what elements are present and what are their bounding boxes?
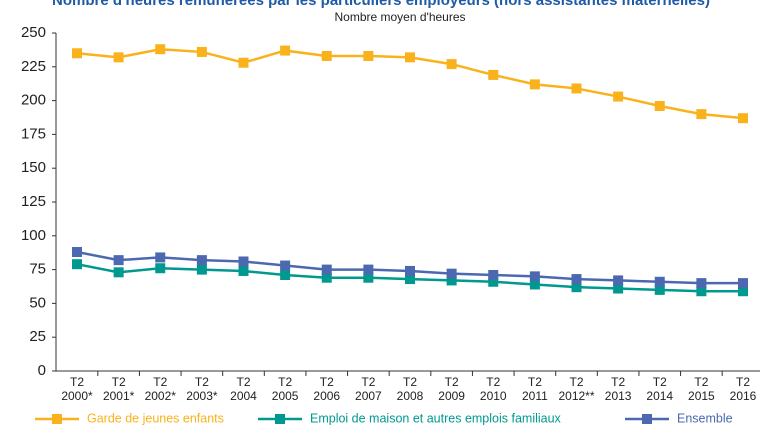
- chart-subtitle: Nombre moyen d'heures: [334, 10, 465, 24]
- point: [113, 52, 124, 63]
- x-tick-label: T2 2016: [730, 375, 757, 403]
- x-tick-label: T2 2013: [605, 375, 632, 403]
- legend-label: Ensemble: [677, 411, 733, 425]
- point: [196, 46, 207, 57]
- point: [196, 264, 207, 275]
- point: [529, 271, 540, 282]
- point: [405, 274, 415, 285]
- point: [696, 278, 707, 289]
- legend-marker: [275, 414, 285, 424]
- y-tick-label: 200: [21, 92, 46, 109]
- point: [613, 275, 624, 286]
- point: [696, 286, 707, 297]
- legend-label: Emploi de maison et autres emplois famil…: [310, 411, 562, 425]
- point: [155, 44, 166, 55]
- x-tick-label: T2 2002*: [145, 375, 177, 403]
- point: [613, 283, 624, 294]
- point: [280, 45, 291, 56]
- legend-marker: [642, 414, 652, 424]
- point: [738, 278, 748, 289]
- x-tick-label: T2 2005: [272, 375, 299, 403]
- point: [488, 276, 499, 287]
- y-tick-label: 125: [21, 193, 46, 210]
- y-tick-label: 0: [38, 362, 46, 379]
- x-tick-label: T2 2009: [438, 375, 465, 403]
- point: [280, 260, 291, 271]
- x-tick-label: T2 2004: [230, 375, 257, 403]
- y-tick-label: 25: [29, 328, 46, 345]
- point: [613, 91, 624, 102]
- point: [446, 268, 457, 279]
- x-tick-label: T2 2006: [313, 375, 340, 403]
- point: [321, 272, 332, 283]
- point: [571, 83, 582, 94]
- point: [405, 265, 415, 276]
- x-tick-label: T2 2003*: [186, 375, 218, 403]
- point: [363, 264, 374, 275]
- point: [488, 69, 499, 80]
- x-tick-label: T2 2014: [646, 375, 673, 403]
- x-tick-label: T2 2010: [480, 375, 507, 403]
- point: [72, 259, 82, 270]
- x-tick-label: T2 2001*: [103, 375, 135, 403]
- point: [529, 79, 540, 90]
- point: [363, 272, 374, 283]
- x-tick-label: T2 2008: [397, 375, 424, 403]
- point: [280, 270, 291, 281]
- point: [238, 57, 249, 68]
- point: [113, 267, 124, 278]
- point: [72, 48, 82, 59]
- point: [155, 263, 166, 274]
- y-tick-label: 250: [21, 24, 46, 41]
- x-tick-label: T2 2007: [355, 375, 382, 403]
- x-tick-label: T2 2000*: [61, 375, 93, 403]
- legend-marker: [52, 414, 62, 424]
- point: [155, 252, 166, 263]
- point: [654, 276, 665, 287]
- point: [738, 286, 748, 297]
- point: [446, 275, 457, 286]
- point: [571, 274, 582, 285]
- legend-label: Garde de jeunes enfants: [87, 411, 224, 425]
- point: [405, 52, 415, 63]
- y-tick-label: 225: [21, 58, 46, 75]
- point: [654, 284, 665, 295]
- point: [72, 247, 82, 258]
- x-tick-label: T2 2012**: [558, 375, 594, 403]
- y-tick-label: 100: [21, 227, 46, 244]
- point: [113, 255, 124, 266]
- y-tick-label: 75: [29, 261, 46, 278]
- point: [321, 50, 332, 61]
- point: [654, 101, 665, 112]
- x-tick-label: T2 2011: [522, 375, 548, 403]
- point: [196, 255, 207, 266]
- point: [738, 113, 748, 124]
- point: [488, 270, 499, 281]
- chart-title: Nombre d'heures rémunérées par les parti…: [52, 0, 710, 9]
- point: [363, 50, 374, 61]
- y-tick-label: 50: [29, 294, 46, 311]
- point: [446, 59, 457, 70]
- point: [238, 256, 249, 267]
- point: [529, 279, 540, 290]
- point: [238, 265, 249, 276]
- y-tick-label: 175: [21, 125, 46, 142]
- x-tick-label: T2 2015: [688, 375, 715, 403]
- y-tick-label: 150: [21, 159, 46, 176]
- point: [696, 109, 707, 120]
- point: [321, 264, 332, 275]
- point: [571, 282, 582, 293]
